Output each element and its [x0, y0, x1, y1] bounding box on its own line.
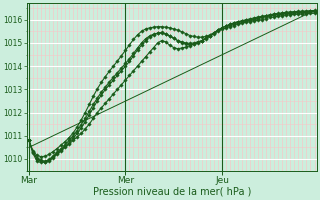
X-axis label: Pression niveau de la mer( hPa ): Pression niveau de la mer( hPa )	[92, 187, 251, 197]
